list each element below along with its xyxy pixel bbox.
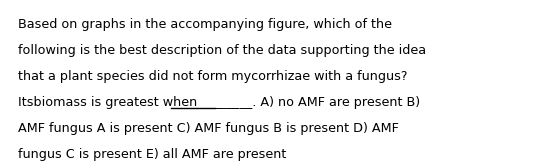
- Text: that a plant species did not form mycorrhizae with a fungus?: that a plant species did not form mycorr…: [18, 70, 407, 83]
- Text: fungus C is present E) all AMF are present: fungus C is present E) all AMF are prese…: [18, 148, 286, 161]
- Text: Itsbiomass is greatest when ________. A) no AMF are present B): Itsbiomass is greatest when ________. A)…: [18, 96, 420, 109]
- Text: Based on graphs in the accompanying figure, which of the: Based on graphs in the accompanying figu…: [18, 18, 392, 31]
- Text: AMF fungus A is present C) AMF fungus B is present D) AMF: AMF fungus A is present C) AMF fungus B …: [18, 122, 399, 135]
- Text: following is the best description of the data supporting the idea: following is the best description of the…: [18, 44, 426, 57]
